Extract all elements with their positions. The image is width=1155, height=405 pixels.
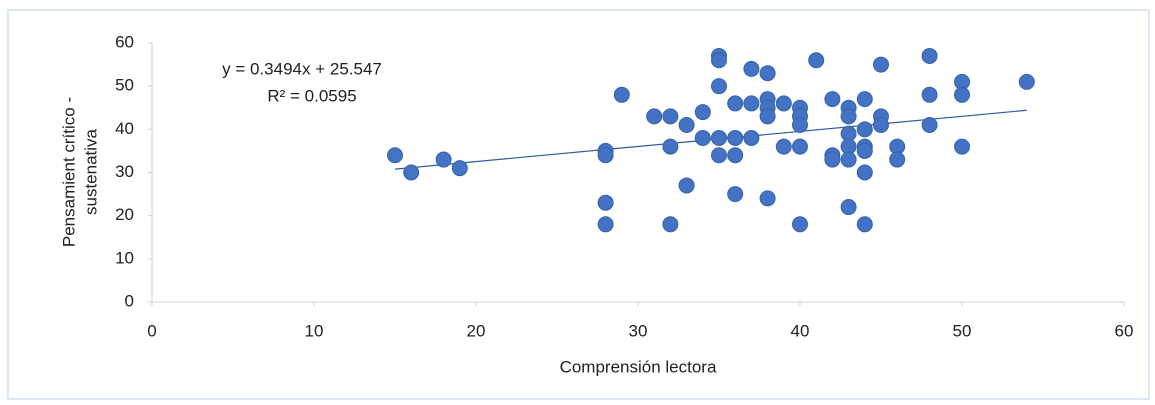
point (711, 129, 727, 146)
point (792, 138, 808, 155)
point (597, 216, 614, 233)
point (743, 60, 760, 77)
point (759, 190, 776, 207)
x-tick-label: 50 (953, 321, 972, 340)
y-axis-title: sustenativa (81, 128, 100, 215)
point (597, 147, 614, 164)
y-tick-label: 40 (115, 119, 134, 138)
point (662, 108, 679, 125)
point (678, 117, 695, 134)
point (792, 117, 808, 134)
point (954, 86, 970, 103)
x-axis-title: Comprensión lectora (560, 357, 717, 376)
point (759, 108, 776, 125)
point (921, 117, 938, 134)
x-tick-label: 0 (147, 321, 156, 340)
point (856, 142, 873, 159)
point (856, 216, 873, 233)
point (451, 160, 468, 177)
point (873, 117, 889, 134)
trendline-r2: R² = 0.0595 (267, 86, 356, 105)
point (646, 108, 663, 125)
point (856, 121, 873, 138)
point (921, 86, 938, 103)
point (759, 65, 776, 82)
point (856, 91, 873, 108)
point (840, 199, 857, 216)
point (613, 86, 630, 103)
point (678, 177, 695, 194)
point (954, 138, 970, 155)
x-tick-label: 20 (467, 321, 486, 340)
trendline (394, 109, 1027, 170)
x-tick-label: 10 (305, 321, 324, 340)
point (743, 129, 760, 146)
point (840, 108, 857, 125)
point (824, 151, 841, 168)
point (727, 147, 744, 164)
trendline-equation: y = 0.3494x + 25.547 (222, 59, 382, 78)
point (597, 194, 614, 211)
point (921, 47, 938, 64)
y-tick-label: 10 (115, 248, 134, 267)
point (792, 216, 808, 233)
x-tick-label: 30 (629, 321, 648, 340)
y-tick-label: 60 (115, 32, 134, 51)
point (403, 164, 420, 181)
point (889, 151, 906, 168)
point (662, 138, 679, 155)
point (694, 104, 711, 121)
point (711, 52, 727, 69)
point (727, 95, 744, 112)
point (824, 91, 841, 108)
point (727, 129, 744, 146)
y-tick-label: 20 (115, 205, 134, 224)
point (743, 95, 760, 112)
point (1018, 73, 1035, 90)
chart-border (7, 9, 1150, 400)
point (387, 147, 403, 164)
y-tick-label: 0 (125, 291, 134, 310)
y-tick-label: 50 (115, 76, 134, 95)
point (775, 95, 792, 112)
point (873, 56, 889, 73)
point (808, 52, 825, 69)
point (711, 78, 727, 95)
point (711, 147, 727, 164)
x-tick-label: 40 (791, 321, 810, 340)
point (435, 151, 452, 168)
point (856, 164, 873, 181)
point (727, 186, 744, 203)
point (662, 216, 679, 233)
y-tick-label: 30 (115, 162, 134, 181)
point (694, 129, 711, 146)
y-axis-title: Pensamient crítico - (59, 97, 78, 247)
point (775, 138, 792, 155)
point (840, 151, 857, 168)
x-tick-label: 60 (1115, 321, 1134, 340)
